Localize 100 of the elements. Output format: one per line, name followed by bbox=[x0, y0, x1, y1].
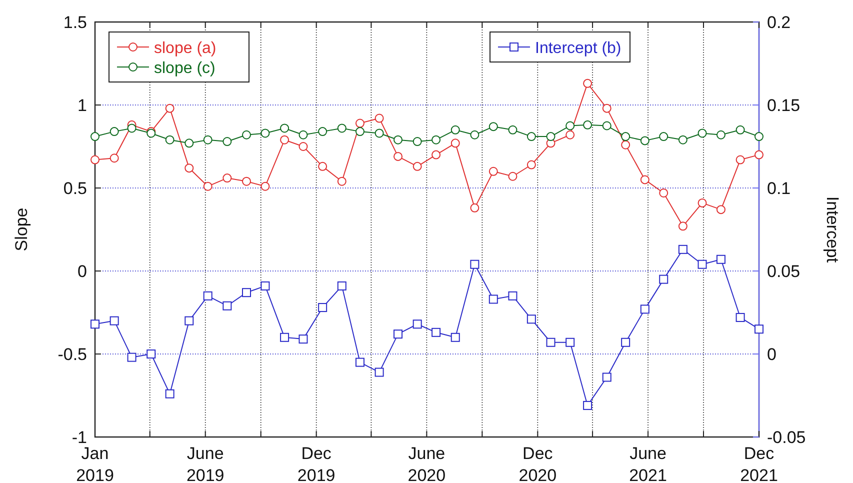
legend-label: slope (c) bbox=[154, 60, 216, 77]
y-tick-label: 0.5 bbox=[63, 179, 87, 198]
point bbox=[488, 122, 498, 132]
x-tick-label: June 2019 bbox=[186, 444, 224, 483]
point bbox=[659, 132, 668, 142]
point bbox=[412, 320, 422, 329]
point bbox=[716, 254, 726, 264]
point bbox=[450, 138, 460, 148]
point bbox=[526, 160, 536, 170]
point bbox=[203, 135, 212, 144]
point bbox=[298, 130, 308, 140]
point bbox=[754, 324, 764, 334]
point bbox=[736, 155, 745, 164]
point bbox=[526, 132, 536, 142]
legend-label: Intercept (b) bbox=[535, 40, 622, 57]
point bbox=[470, 203, 480, 212]
point bbox=[374, 128, 384, 138]
point bbox=[659, 274, 668, 284]
point bbox=[583, 120, 592, 130]
point bbox=[640, 136, 650, 146]
point bbox=[242, 130, 252, 140]
point bbox=[412, 162, 422, 171]
point bbox=[602, 372, 612, 382]
point bbox=[242, 288, 252, 298]
point bbox=[337, 281, 346, 290]
point bbox=[260, 128, 270, 138]
point bbox=[508, 291, 518, 300]
point bbox=[260, 182, 270, 191]
point bbox=[412, 137, 422, 146]
y2-tick-label: 0 bbox=[767, 345, 776, 364]
point bbox=[621, 338, 630, 347]
point bbox=[678, 135, 688, 144]
point bbox=[698, 260, 707, 269]
point bbox=[450, 125, 460, 134]
point bbox=[355, 358, 364, 367]
point bbox=[298, 334, 308, 344]
y2-tick-label: 0.05 bbox=[767, 262, 800, 281]
point bbox=[355, 127, 364, 136]
point bbox=[508, 172, 518, 181]
point bbox=[165, 389, 174, 398]
point bbox=[242, 176, 252, 186]
x-tick-label: Dec 2020 bbox=[518, 444, 557, 483]
point bbox=[640, 304, 650, 314]
point bbox=[470, 130, 480, 140]
point bbox=[546, 338, 556, 347]
x-tick-label: Dec 2021 bbox=[740, 444, 778, 483]
point bbox=[90, 320, 100, 329]
point bbox=[583, 400, 592, 410]
point bbox=[374, 368, 384, 377]
y-axis-title: Slope bbox=[12, 208, 31, 252]
y2-axis-title: Intercept bbox=[823, 196, 842, 263]
x-tick-label: June 2020 bbox=[408, 444, 446, 483]
x-tick-label: June 2021 bbox=[629, 444, 667, 483]
point bbox=[298, 142, 308, 151]
y-tick-label: -0.5 bbox=[58, 345, 87, 364]
point bbox=[318, 303, 328, 312]
point bbox=[222, 301, 232, 310]
point bbox=[566, 338, 575, 347]
point bbox=[432, 135, 441, 144]
point bbox=[394, 152, 403, 161]
point bbox=[488, 166, 498, 176]
point bbox=[566, 121, 575, 130]
y-tick-label: 1.5 bbox=[63, 13, 87, 32]
y-tick-label: 0 bbox=[78, 262, 87, 281]
point bbox=[546, 132, 556, 142]
point bbox=[698, 198, 707, 208]
y2-tick-label: 0.2 bbox=[767, 13, 791, 32]
x-tick-label: Jan 2019 bbox=[76, 444, 114, 483]
point bbox=[203, 291, 212, 300]
point bbox=[110, 154, 119, 163]
point bbox=[716, 130, 726, 140]
point bbox=[222, 174, 232, 183]
point bbox=[394, 330, 403, 339]
point bbox=[222, 137, 232, 146]
point bbox=[280, 124, 290, 133]
point bbox=[165, 104, 174, 113]
point bbox=[698, 128, 707, 138]
y-tick-label: -1 bbox=[72, 428, 87, 447]
point bbox=[184, 138, 194, 148]
point bbox=[260, 281, 270, 290]
point bbox=[127, 124, 136, 133]
y2-tick-label: -0.05 bbox=[767, 428, 806, 447]
point bbox=[337, 124, 346, 133]
point bbox=[754, 132, 764, 142]
point bbox=[280, 135, 290, 144]
y-tick-label: 1 bbox=[78, 96, 87, 115]
point bbox=[280, 332, 290, 342]
point bbox=[184, 316, 194, 326]
point bbox=[470, 260, 480, 269]
point bbox=[318, 127, 328, 136]
point bbox=[90, 155, 100, 164]
point bbox=[184, 164, 194, 173]
point bbox=[318, 162, 328, 171]
point bbox=[355, 118, 364, 128]
x-tick-label: Dec 2019 bbox=[297, 444, 336, 483]
point bbox=[526, 314, 536, 324]
point bbox=[394, 135, 403, 144]
point bbox=[602, 121, 612, 130]
point bbox=[621, 140, 630, 150]
point bbox=[488, 294, 498, 304]
